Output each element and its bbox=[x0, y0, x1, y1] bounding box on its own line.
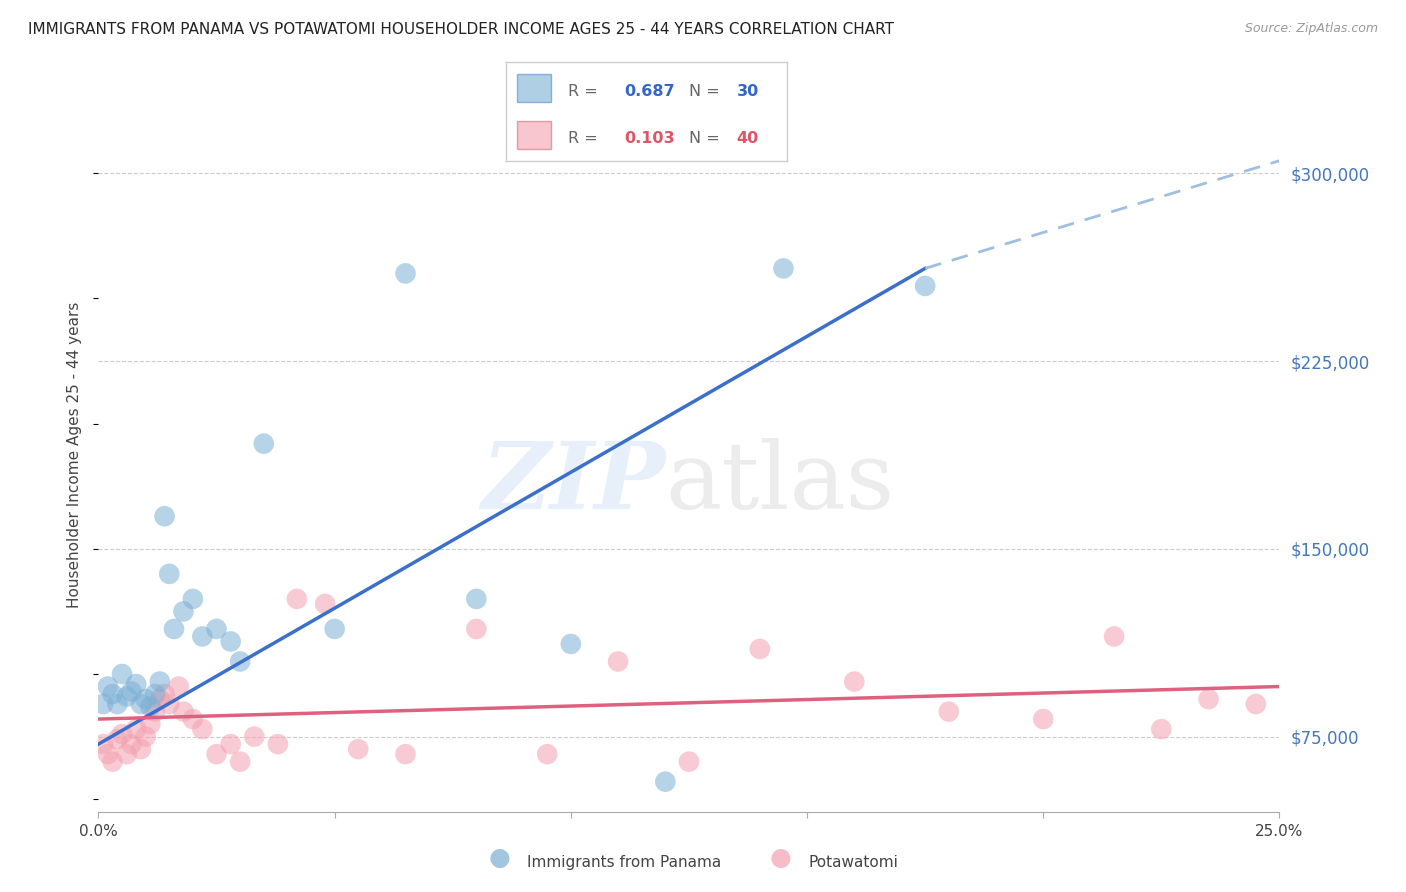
Text: 30: 30 bbox=[737, 84, 759, 99]
Point bbox=[153, 509, 176, 524]
Point bbox=[121, 737, 143, 751]
Point bbox=[135, 730, 157, 744]
Point bbox=[157, 566, 180, 581]
Text: ZIP: ZIP bbox=[481, 439, 665, 528]
Point bbox=[167, 680, 190, 694]
Point bbox=[560, 637, 582, 651]
Point bbox=[139, 699, 162, 714]
Point bbox=[111, 727, 134, 741]
Text: ●: ● bbox=[769, 846, 792, 870]
Point bbox=[97, 680, 120, 694]
Point bbox=[678, 755, 700, 769]
Point bbox=[1244, 697, 1267, 711]
Point bbox=[938, 705, 960, 719]
Point bbox=[143, 705, 166, 719]
Point bbox=[219, 634, 242, 648]
Point bbox=[97, 747, 120, 761]
Point bbox=[229, 755, 252, 769]
Point bbox=[772, 261, 794, 276]
Text: Immigrants from Panama: Immigrants from Panama bbox=[527, 855, 721, 870]
Point bbox=[394, 747, 416, 761]
Point bbox=[181, 712, 204, 726]
Point bbox=[465, 622, 488, 636]
Point bbox=[115, 747, 138, 761]
Point bbox=[91, 697, 114, 711]
Point bbox=[101, 755, 124, 769]
Point bbox=[229, 655, 252, 669]
Point bbox=[748, 642, 770, 657]
Point bbox=[143, 687, 166, 701]
Point bbox=[129, 742, 152, 756]
Text: Potawatomi: Potawatomi bbox=[808, 855, 898, 870]
Text: N =: N = bbox=[689, 84, 725, 99]
Text: 0.103: 0.103 bbox=[624, 131, 675, 146]
Point bbox=[111, 667, 134, 681]
Point bbox=[205, 622, 228, 636]
Point bbox=[129, 697, 152, 711]
Point bbox=[205, 747, 228, 761]
Text: R =: R = bbox=[568, 84, 603, 99]
Point bbox=[149, 674, 172, 689]
Point bbox=[172, 604, 194, 618]
Point bbox=[157, 697, 180, 711]
Point bbox=[844, 674, 866, 689]
Point bbox=[314, 597, 336, 611]
Point bbox=[243, 730, 266, 744]
Point bbox=[135, 692, 157, 706]
Point bbox=[101, 687, 124, 701]
FancyBboxPatch shape bbox=[517, 121, 551, 149]
Point bbox=[172, 705, 194, 719]
Point bbox=[181, 591, 204, 606]
Point bbox=[914, 279, 936, 293]
Point bbox=[654, 774, 676, 789]
Point bbox=[105, 697, 128, 711]
Text: 0.687: 0.687 bbox=[624, 84, 675, 99]
Text: IMMIGRANTS FROM PANAMA VS POTAWATOMI HOUSEHOLDER INCOME AGES 25 - 44 YEARS CORRE: IMMIGRANTS FROM PANAMA VS POTAWATOMI HOU… bbox=[28, 22, 894, 37]
Point bbox=[91, 737, 114, 751]
Text: ●: ● bbox=[488, 846, 510, 870]
FancyBboxPatch shape bbox=[517, 74, 551, 102]
Text: atlas: atlas bbox=[665, 439, 894, 528]
Text: N =: N = bbox=[689, 131, 725, 146]
Point bbox=[285, 591, 308, 606]
Point bbox=[219, 737, 242, 751]
Point bbox=[394, 266, 416, 280]
Point bbox=[1150, 722, 1173, 736]
Point bbox=[153, 687, 176, 701]
Point bbox=[1198, 692, 1220, 706]
Point bbox=[323, 622, 346, 636]
Point bbox=[125, 722, 148, 736]
Point bbox=[163, 622, 186, 636]
Point bbox=[115, 690, 138, 704]
Text: R =: R = bbox=[568, 131, 603, 146]
Point bbox=[125, 677, 148, 691]
Point bbox=[536, 747, 558, 761]
Point bbox=[1032, 712, 1054, 726]
Point bbox=[347, 742, 370, 756]
Point bbox=[191, 722, 214, 736]
Point bbox=[191, 630, 214, 644]
Point bbox=[139, 717, 162, 731]
Point bbox=[607, 655, 630, 669]
Point bbox=[149, 692, 172, 706]
Point bbox=[267, 737, 290, 751]
Y-axis label: Householder Income Ages 25 - 44 years: Householder Income Ages 25 - 44 years bbox=[67, 301, 83, 608]
Text: 40: 40 bbox=[737, 131, 759, 146]
Point bbox=[253, 436, 276, 450]
Point bbox=[465, 591, 488, 606]
Text: Source: ZipAtlas.com: Source: ZipAtlas.com bbox=[1244, 22, 1378, 36]
Point bbox=[105, 732, 128, 747]
Point bbox=[1102, 630, 1125, 644]
Point bbox=[121, 684, 143, 698]
